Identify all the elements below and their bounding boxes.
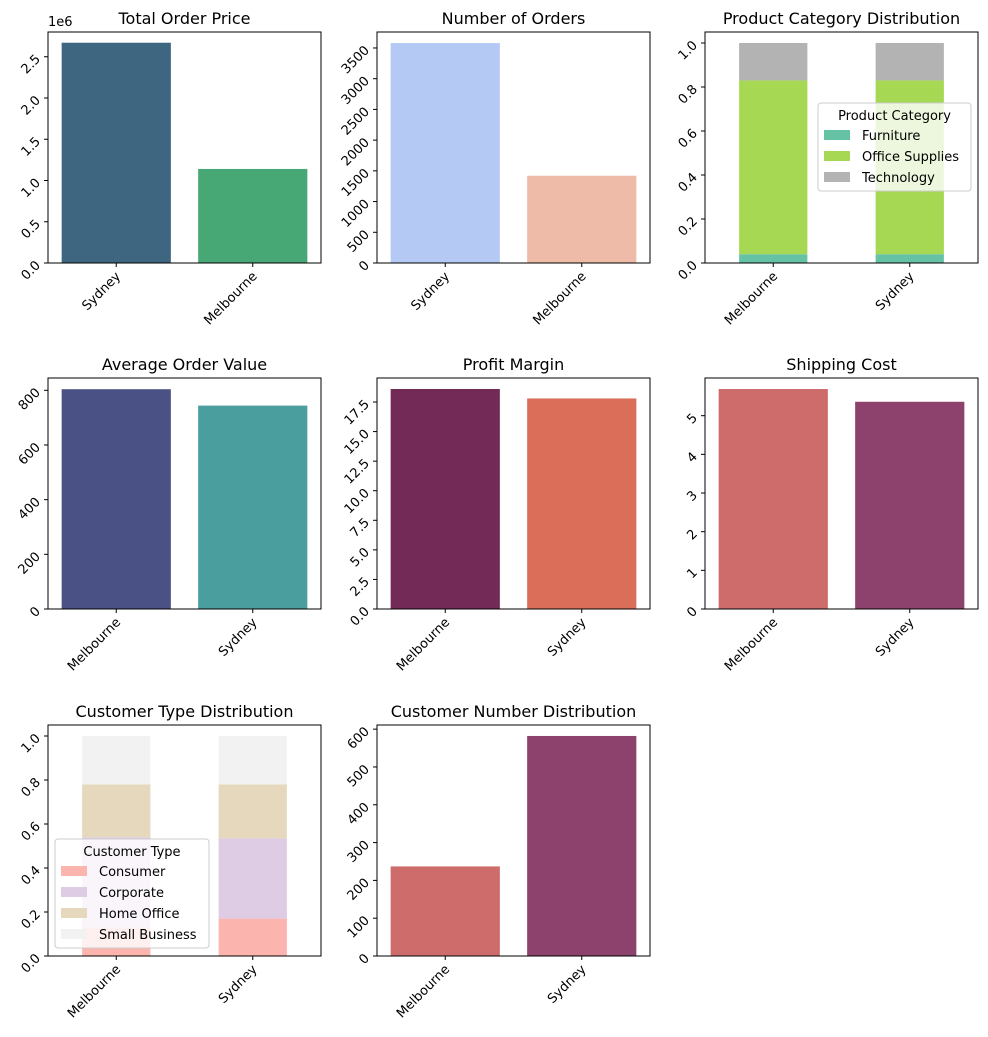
chart-title: Customer Number Distribution (391, 702, 637, 721)
chart-title: Product Category Distribution (723, 9, 960, 28)
axes-frame (47, 31, 322, 264)
legend-swatch (61, 887, 87, 897)
bar-sydney (855, 401, 965, 609)
legend-swatch (824, 172, 850, 182)
bar-sydney (527, 735, 637, 956)
bar-melbourne (198, 168, 308, 263)
bar-segment-melbourne-furniture (739, 254, 808, 263)
bar-melbourne (718, 389, 828, 609)
bar-segment-sydney-consumer (218, 918, 287, 956)
legend-label: Furniture (862, 129, 920, 144)
bar-sydney (198, 405, 308, 609)
bar-segment-sydney-home-office (218, 784, 287, 839)
bar-segment-melbourne-office-supplies (739, 80, 808, 255)
legend-title: Customer Type (83, 845, 180, 860)
axes-frame (376, 31, 651, 264)
bar-melbourne (390, 389, 500, 609)
legend-label: Office Supplies (862, 150, 959, 165)
y-offset-text: 1e6 (48, 15, 73, 30)
chart-title: Customer Type Distribution (76, 702, 294, 721)
legend-label: Technology (861, 171, 935, 186)
bar-segment-melbourne-home-office (82, 784, 151, 838)
axes-frame (47, 377, 322, 610)
legend-swatch (61, 929, 87, 939)
chart-title: Shipping Cost (786, 355, 896, 374)
chart-title: Profit Margin (463, 355, 564, 374)
legend-box (54, 838, 210, 949)
bar-segment-melbourne-small-business (82, 736, 151, 785)
legend-swatch (824, 130, 850, 140)
bar-segment-sydney-small-business (218, 736, 287, 785)
chart-title: Number of Orders (442, 9, 586, 28)
bar-segment-melbourne-technology (739, 43, 808, 81)
bar-segment-sydney-furniture (875, 254, 944, 263)
legend-swatch (61, 866, 87, 876)
legend: Customer Type Consumer Corporate Home Offic… (54, 838, 210, 949)
bar-melbourne (527, 175, 637, 263)
bar-sydney (61, 42, 171, 263)
chart-title: Total Order Price (117, 9, 250, 28)
legend: Product Category Furniture Office Supplies… (817, 102, 972, 192)
legend-swatch (824, 151, 850, 161)
legend-label: Home Office (99, 907, 179, 922)
bar-sydney (390, 43, 500, 264)
axes-frame (47, 724, 322, 957)
legend-swatch (61, 908, 87, 918)
axes-frame (376, 377, 651, 610)
legend-label: Corporate (99, 886, 164, 901)
legend-label: Consumer (99, 865, 166, 880)
legend-title: Product Category (838, 109, 951, 124)
axes-frame (376, 724, 651, 957)
axes-frame (704, 31, 979, 264)
legend-box (817, 102, 972, 192)
legend-label: Small Business (99, 928, 197, 943)
bar-segment-sydney-technology (875, 43, 944, 81)
bar-sydney (527, 398, 637, 609)
bar-segment-sydney-corporate (218, 838, 287, 919)
bar-melbourne (61, 389, 171, 609)
chart-title: Average Order Value (102, 355, 267, 374)
bar-melbourne (390, 866, 500, 956)
